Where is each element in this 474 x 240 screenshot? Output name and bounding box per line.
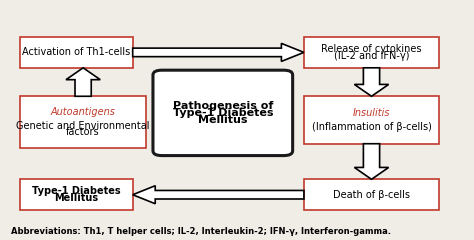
Text: factors: factors [66,127,100,137]
FancyBboxPatch shape [20,96,146,149]
Polygon shape [355,68,389,96]
Text: Activation of Th1-cells: Activation of Th1-cells [22,47,130,57]
Text: Release of cytokines: Release of cytokines [321,44,422,54]
FancyBboxPatch shape [20,179,133,210]
Polygon shape [133,43,304,61]
Text: Death of β-cells: Death of β-cells [333,190,410,200]
Text: (IL-2 and IFN-γ): (IL-2 and IFN-γ) [334,51,409,61]
FancyBboxPatch shape [304,37,439,68]
Text: (Inflammation of β-cells): (Inflammation of β-cells) [311,122,431,132]
FancyBboxPatch shape [304,179,439,210]
Text: Pathogenesis of: Pathogenesis of [173,101,273,111]
Text: Type-1 Diabetes: Type-1 Diabetes [173,108,273,118]
FancyBboxPatch shape [20,37,133,68]
FancyBboxPatch shape [153,70,292,156]
Text: Abbreviations: Th1, T helper cells; IL-2, Interleukin-2; IFN-γ, Interferon-gamma: Abbreviations: Th1, T helper cells; IL-2… [11,227,391,236]
Text: Insulitis: Insulitis [353,108,390,118]
Polygon shape [133,186,304,204]
FancyBboxPatch shape [304,96,439,144]
Text: Mellitus: Mellitus [55,193,99,203]
Text: Mellitus: Mellitus [198,114,247,125]
Polygon shape [66,68,100,96]
Text: Autoantigens: Autoantigens [51,108,116,117]
Text: Type-1 Diabetes: Type-1 Diabetes [32,186,121,196]
Polygon shape [355,144,389,179]
Text: Genetic and Environmental: Genetic and Environmental [17,121,150,131]
